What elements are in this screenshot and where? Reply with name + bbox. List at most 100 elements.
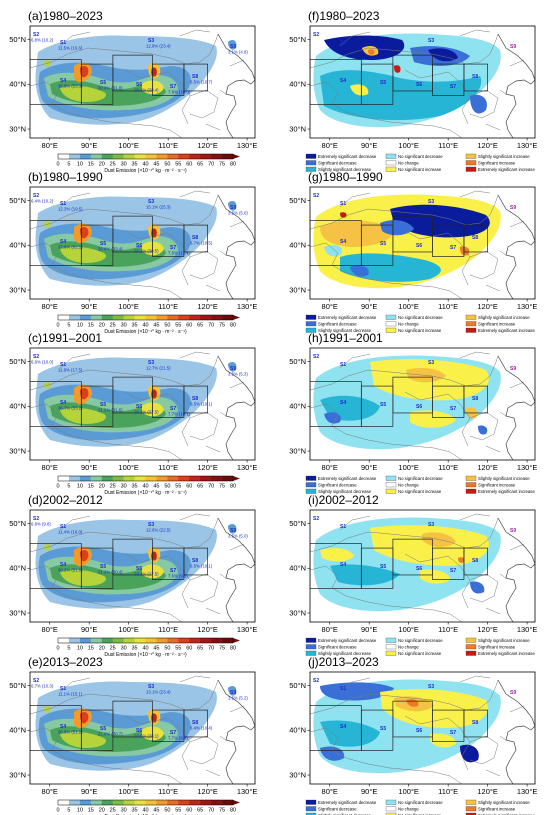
trend-legend-label: Extremely significant decrease [318,800,377,805]
trend-legend-label: No significant increase [398,651,442,656]
colorbar-tick-label: 10 [77,808,83,814]
region-code-label: S8 [472,558,478,564]
colorbar-swatch [134,800,146,805]
colorbar-extend-arrow [233,638,240,643]
region-code-label: S9 [510,528,516,534]
region-code-label: S3 [148,360,154,366]
colorbar-tick-label: 35 [132,646,138,652]
trend-legend-swatch [305,314,317,320]
trend-contour [406,368,446,383]
colorbar-swatch [90,638,103,643]
trend-legend-label: Slightly significant decrease [318,489,372,494]
colorbar-swatch [134,476,146,481]
colorbar-tick-label: 40 [142,484,148,490]
colorbar-tick-label: 60 [186,646,192,652]
region-value-label: 6.7% (10.3) [31,684,54,689]
colorbar-tick-label: 75 [219,484,225,490]
emission-contour [60,569,106,586]
trend-contour [368,49,375,55]
region-code-label: S9 [230,690,236,696]
colorbar-tick-label: 55 [175,484,181,490]
lon-tick-label: 100°E [398,141,419,150]
colorbar-swatch [90,315,103,320]
panel-title: (c)1991–2001 [28,331,102,345]
trend-legend-item: Extremely significant decrease [305,799,377,805]
trend-legend-label: No significant increase [398,813,442,815]
trend-legend-item: Slightly significant increase [465,153,530,159]
colorbar-swatch [167,154,179,159]
lat-tick-label: 40°N [289,726,306,735]
region-code-label: S5 [380,241,386,247]
trend-legend: Extremely significant decrease No signifi… [305,475,535,494]
region-code-label: S5 [100,241,106,247]
trend-legend: Extremely significant decrease No signifi… [305,153,535,172]
colorbar-swatch [200,476,212,481]
trend-contour [350,84,369,96]
region-code-label: S2 [313,516,319,522]
colorbar-tick-label: 65 [197,808,203,814]
lat-tick-label: 50°N [9,681,26,690]
colorbar-swatch [145,315,157,320]
lat-tick-label: 30°N [289,125,306,134]
trend-legend-swatch [305,482,317,488]
colorbar-swatch [189,476,201,481]
lon-tick-label: 120°E [477,141,498,150]
colorbar-tick-label: 15 [88,484,94,490]
lon-tick-label: 80°E [322,625,338,634]
trend-legend-label: No significant decrease [398,315,443,320]
colorbar-swatch [90,476,103,481]
trend-contour [320,682,394,701]
trend-legend-swatch [465,482,477,488]
colorbar-tick-label: 20 [99,484,105,490]
colorbar-swatch [112,476,124,481]
region-code-label: S7 [450,406,456,412]
trend-contour [320,220,393,247]
trend-legend-label: Extremely significant decrease [318,638,377,643]
region-code-label: S3 [148,38,154,44]
colorbar-tick-label: 25 [110,484,116,490]
colorbar-tick-label: 75 [219,808,225,814]
trend-legend-swatch [465,488,477,494]
colorbar-tick-label: 10 [77,646,83,652]
colorbar-swatch [178,154,190,159]
colorbar-tick-label: 65 [197,484,203,490]
colorbar-swatch [68,476,81,481]
map-panel-j: S2 S1 S3 S4 S5 S6 S7 S8 S9 80°E 90°E 100°E 110°E 120°… [289,655,537,796]
colorbar-swatch [58,154,70,159]
colorbar-swatch [68,800,81,805]
lon-tick-label: 120°E [197,787,218,796]
region-code-label: S1 [60,362,66,368]
region-code-label: S4 [60,239,66,245]
trend-legend-item: Extremely significant increase [465,650,535,656]
lat-tick-label: 40°N [289,241,306,250]
trend-legend-swatch [465,650,477,656]
emission-contour [228,40,237,50]
lon-tick-label: 130°E [237,625,258,634]
coastline [217,33,255,138]
region-code-label: S1 [340,201,346,207]
colorbar-tick-label: 30 [121,323,127,329]
colorbar-swatch [156,638,168,643]
lon-tick-label: 130°E [237,141,258,150]
lon-tick-label: 90°E [81,463,97,472]
colorbar-label: Dust Emission (×10⁻¹° kg · m⁻² · s⁻¹) [104,652,187,658]
lat-tick-label: 40°N [289,564,306,573]
region-value-label: 6.7% (10.5) [190,241,213,246]
colorbar-swatch [58,315,70,320]
lat-tick-label: 40°N [9,80,26,89]
colorbar: 0 5 10 15 20 25 30 35 40 45 50 55 60 65 70 75 80 Dust Emi… [56,153,240,174]
region-box [463,385,488,414]
region-code-label: S8 [192,235,198,241]
region-value-label: 13.1% (23.4) [146,690,171,695]
region-code-label: S2 [313,678,319,684]
colorbar-swatch [68,315,81,320]
trend-legend-swatch [305,799,317,805]
colorbar-tick-label: 0 [56,162,59,168]
colorbar-swatch [123,154,135,159]
region-code-label: S5 [100,402,106,408]
lon-tick-label: 120°E [477,302,498,311]
colorbar-frame [57,637,234,644]
region-code-label: S5 [380,80,386,86]
colorbar-swatch [222,315,234,320]
